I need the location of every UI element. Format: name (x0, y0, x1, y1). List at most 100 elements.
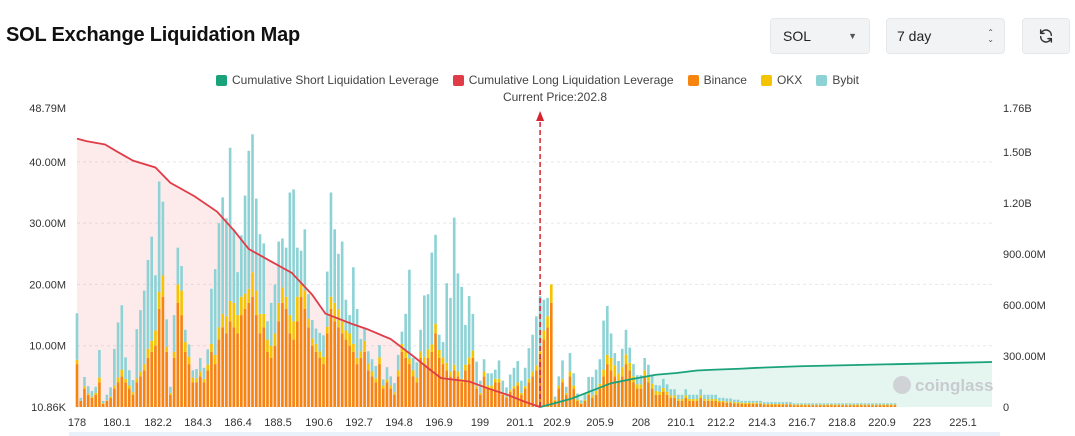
binance-bar (632, 382, 635, 407)
bybit-bar (688, 394, 691, 400)
okx-bar (322, 356, 325, 365)
bybit-bar (284, 247, 288, 297)
okx-bar (706, 399, 710, 401)
binance-bar (333, 321, 337, 407)
okx-bar (165, 346, 168, 352)
bybit-bar (609, 333, 613, 358)
bybit-bar (729, 398, 732, 402)
y-right-tick-label: 900.00M (1003, 249, 1046, 261)
okx-bar (639, 384, 643, 389)
binance-bar (796, 405, 800, 407)
okx-bar (221, 313, 224, 328)
okx-bar (281, 287, 284, 303)
legend-label: Binance (703, 73, 747, 87)
binance-bar (815, 405, 818, 407)
bybit-bar (755, 400, 759, 403)
refresh-button[interactable] (1022, 18, 1070, 54)
binance-bar (863, 405, 867, 407)
legend-label: OKX (776, 73, 803, 87)
okx-bar (176, 284, 180, 303)
binance-bar (628, 370, 632, 407)
legend-item[interactable]: Cumulative Long Liquidation Leverage (452, 73, 674, 87)
binance-bar (867, 405, 871, 407)
okx-bar (635, 384, 639, 389)
okx-bar (766, 403, 770, 405)
binance-bar (680, 400, 684, 407)
y-left-tick-label: 20.00M (29, 279, 66, 291)
okx-bar (385, 379, 389, 383)
okx-bar (815, 404, 818, 406)
binance-bar (385, 382, 389, 407)
okx-bar (527, 378, 531, 383)
bybit-bar (240, 235, 243, 297)
legend-item[interactable]: Cumulative Short Liquidation Leverage (215, 73, 439, 87)
okx-bar (557, 385, 561, 389)
y-right-tick-label: 1.20B (1003, 198, 1032, 210)
bybit-bar (557, 376, 561, 386)
binance-bar (688, 400, 691, 407)
okx-bar (154, 330, 157, 346)
binance-bar (598, 388, 602, 407)
bybit-bar (837, 403, 841, 405)
symbol-select[interactable]: SOL ▼ (770, 18, 870, 54)
okx-bar (419, 351, 422, 358)
okx-bar (770, 403, 773, 405)
okx-bar (344, 330, 348, 340)
binance-bar (714, 400, 717, 407)
y-right-tick-label: 1.76B (1003, 103, 1032, 115)
bybit-bar (150, 236, 154, 341)
bybit-bar (434, 234, 437, 324)
bybit-bar (161, 201, 165, 276)
okx-bar (266, 339, 269, 352)
x-tick-label: 182.2 (144, 417, 172, 429)
okx-bar (606, 354, 609, 365)
period-select[interactable]: 7 day ⌃ ⌄ (886, 18, 1005, 54)
okx-bar (396, 370, 400, 377)
bybit-bar (613, 353, 617, 366)
okx-bar (553, 399, 557, 401)
okx-bar (113, 385, 116, 389)
symbol-select-value: SOL (783, 28, 812, 44)
bybit-bar (684, 389, 688, 396)
okx-bar (135, 378, 139, 383)
binance-bar (643, 376, 646, 407)
binance-bar (501, 394, 505, 407)
bybit-bar (811, 403, 815, 405)
bybit-bar (759, 400, 762, 403)
binance-bar (624, 364, 628, 407)
binance-bar (576, 400, 579, 407)
okx-bar (587, 392, 590, 395)
binance-bar (157, 308, 161, 407)
binance-bar (452, 370, 456, 407)
bybit-bar (475, 361, 478, 387)
binance-bar (493, 382, 497, 407)
okx-bar (710, 399, 714, 401)
binance-bar (198, 376, 202, 407)
bybit-bar (176, 247, 180, 285)
legend-swatch (452, 74, 464, 86)
binance-bar (247, 302, 251, 407)
bybit-bar (852, 403, 856, 405)
binance-bar (131, 394, 135, 407)
x-tick-label: 214.3 (748, 417, 776, 429)
okx-bar (269, 345, 273, 358)
binance-bar (620, 376, 624, 407)
legend-item[interactable]: OKX (760, 73, 803, 87)
binance-bar (732, 403, 736, 407)
bybit-bar (680, 394, 684, 400)
okx-bar (576, 399, 579, 401)
x-tick-label: 188.5 (264, 417, 292, 429)
okx-bar (314, 343, 318, 352)
legend-item[interactable]: Bybit (816, 73, 859, 87)
okx-bar (408, 358, 411, 365)
bybit-bar (587, 376, 590, 393)
legend-item[interactable]: Binance (687, 73, 747, 87)
bybit-bar (796, 403, 800, 405)
okx-bar (288, 315, 292, 334)
binance-bar (352, 351, 355, 407)
okx-bar (348, 333, 351, 346)
okx-bar (169, 392, 172, 395)
bybit-bar (441, 342, 445, 358)
bybit-bar (598, 359, 602, 384)
okx-bar (863, 404, 867, 406)
